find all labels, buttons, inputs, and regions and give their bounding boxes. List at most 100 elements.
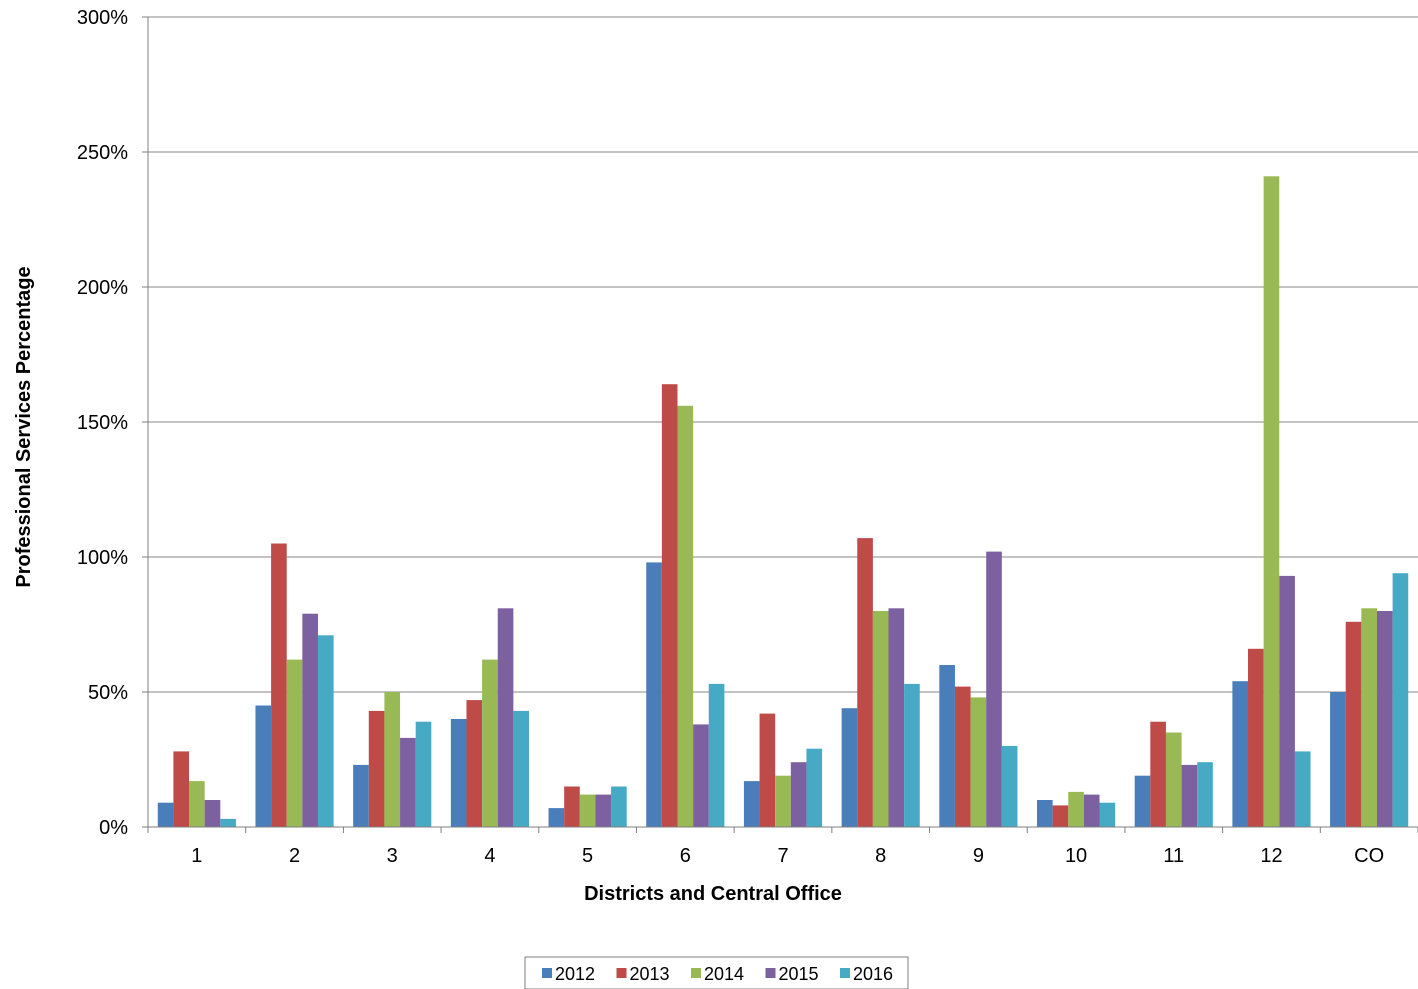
legend-label-2015: 2015 [779,964,819,984]
x-tick-label: 9 [973,845,984,867]
x-tick-label: 2 [289,845,300,867]
bar-2016-9 [1001,746,1018,827]
bar-2013-6 [661,384,678,827]
bar-2015-6 [693,724,709,827]
bar-2016-10 [1099,802,1116,827]
bars [157,176,1409,828]
x-tick-label: 3 [387,845,398,867]
bar-2015-9 [986,551,1002,827]
bar-2015-10 [1083,794,1100,827]
x-tick-label: CO [1354,845,1384,867]
bar-2012-10 [1037,800,1053,827]
bar-2013-7 [759,713,776,827]
bar-2012-7 [743,781,760,827]
bar-2015-2 [302,613,318,827]
y-tick-label: 50% [88,682,128,704]
bar-2012-1 [157,802,174,827]
x-tick-label: 12 [1260,845,1282,867]
bar-2014-7 [775,775,791,827]
bar-2016-5 [611,786,627,827]
bar-2014-12 [1263,176,1280,828]
bar-2015-11 [1181,764,1198,827]
x-tick-label: 10 [1065,845,1087,867]
bar-2013-10 [1052,805,1069,827]
bar-2012-11 [1134,775,1151,827]
bar-2015-1 [204,800,221,827]
bar-2012-12 [1232,681,1249,827]
bar-2012-3 [353,764,369,827]
bar-2012-2 [255,705,272,827]
x-tick-label: 11 [1163,845,1184,867]
bar-2015-8 [888,608,905,827]
legend-label-2016: 2016 [853,964,893,984]
bar-2013-3 [368,710,385,827]
x-tick-label: 4 [484,845,495,867]
y-tick-label: 300% [77,7,128,29]
y-tick-label: 0% [99,817,128,839]
legend-swatch-2016 [840,968,850,978]
bar-2012-CO [1330,692,1346,827]
x-axis-ticks: 1 2 3 4 5 6 7 8 9 10 11 12 CO [147,827,1418,867]
bar-2015-4 [497,608,514,827]
bar-2015-3 [400,737,416,827]
bar-2013-12 [1248,648,1264,827]
bar-2012-9 [939,665,955,827]
bar-2013-1 [173,751,190,827]
x-tick-label: 6 [680,845,691,867]
bar-2015-7 [790,762,807,827]
bar-2016-12 [1294,751,1311,827]
bar-2013-11 [1150,721,1166,827]
legend: 2012 2013 2014 2015 2016 [524,956,909,989]
bar-2016-2 [317,635,334,827]
bar-2013-9 [954,686,971,827]
bar-2014-CO [1361,608,1377,827]
bar-2014-11 [1165,732,1182,827]
bar-2012-4 [450,719,467,827]
bar-2012-6 [646,562,662,827]
y-tick-label: 250% [77,142,128,164]
x-tick-label: 7 [777,845,788,867]
legend-swatch-2014 [691,968,701,978]
legend-swatch-2013 [616,968,627,978]
bar-2014-8 [872,611,889,827]
bar-2015-5 [595,794,612,827]
legend-label-2014: 2014 [704,964,744,984]
bar-2013-2 [271,543,287,827]
bar-2016-8 [904,683,920,827]
legend-label-2012: 2012 [555,964,595,984]
legend-swatch-2012 [542,968,552,978]
y-tick-label: 200% [77,277,128,299]
x-tick-label: 8 [875,845,886,867]
bar-2014-2 [286,659,303,827]
bar-2015-CO [1376,611,1393,827]
x-axis-title: Districts and Central Office [584,883,842,905]
y-tick-label: 100% [77,547,128,569]
bar-2012-8 [841,708,858,827]
bar-2015-12 [1279,575,1295,827]
bar-2014-1 [189,781,205,827]
bar-2016-4 [513,710,529,827]
bar-2014-6 [677,405,694,827]
legend-swatch-2015 [765,968,776,978]
bar-2013-5 [564,786,580,827]
bar-2014-3 [384,692,401,827]
y-axis-title: Professional Services Percentage [13,266,35,587]
y-axis-ticks: 0% 50% 100% 150% 200% 250% 300% [77,7,148,839]
bar-2016-6 [708,683,725,827]
bar-2013-8 [857,538,873,827]
legend-label-2013: 2013 [630,964,670,984]
bar-2013-4 [466,700,483,827]
bar-2016-11 [1197,762,1213,827]
bar-2014-9 [970,697,987,827]
gridlines [148,16,1418,693]
bar-2016-3 [415,721,432,827]
bar-2016-CO [1392,573,1409,827]
bar-2013-CO [1345,621,1362,827]
x-tick-label: 1 [191,845,202,867]
bar-2014-4 [482,659,498,827]
bar-2016-1 [220,818,236,827]
y-tick-label: 150% [77,412,128,434]
bar-2014-10 [1068,791,1084,827]
bar-2014-5 [579,794,596,827]
